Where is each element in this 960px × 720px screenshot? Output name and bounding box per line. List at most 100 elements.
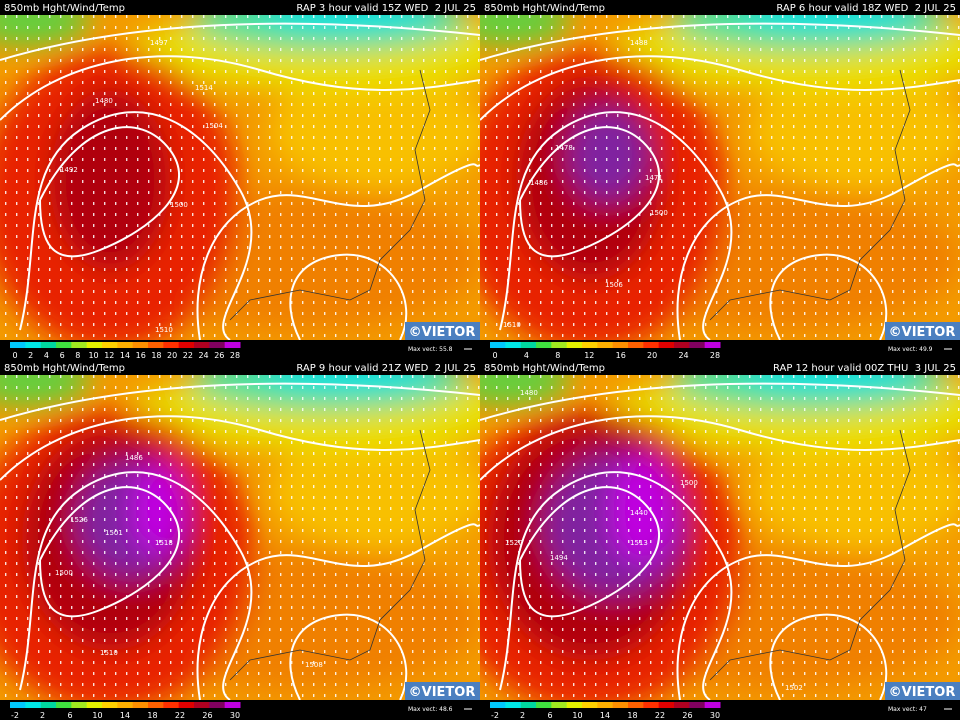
colorbar-swatch xyxy=(40,702,57,708)
contour-label: 1480 xyxy=(95,97,113,105)
colorbar-swatch xyxy=(674,342,690,348)
colorbar-tick: 22 xyxy=(175,711,185,720)
colorbar-tick: 18 xyxy=(151,351,161,360)
colorbar-swatch xyxy=(148,702,164,708)
watermark: ©VIETOR xyxy=(409,685,476,700)
colorbar-tick: 2 xyxy=(520,711,525,720)
height-contour xyxy=(480,415,960,481)
colorbar-swatch xyxy=(536,702,552,708)
map: 1486 1501 1518 1526 1500 1510 1508 850mb Hght/W… xyxy=(0,360,480,720)
colorbar-swatch xyxy=(71,342,88,348)
colorbar-swatch xyxy=(117,342,134,348)
height-contour xyxy=(196,163,480,340)
colorbar-swatch xyxy=(40,342,57,348)
max-vector: Max vect: 55.8 xyxy=(408,346,453,353)
colorbar-swatch xyxy=(25,702,42,708)
colorbar-swatch xyxy=(628,702,644,708)
contour-label: 1500 xyxy=(170,201,188,209)
colorbar-tick: 30 xyxy=(710,711,720,720)
colorbar-tick: 14 xyxy=(120,711,130,720)
colorbar-tick: 20 xyxy=(647,351,657,360)
colorbar-swatch xyxy=(224,702,241,708)
map: 1488 1478 1471 1486 1500 1506 1510 850mb Hght/W… xyxy=(480,0,960,360)
colorbar-tick: 22 xyxy=(655,711,665,720)
watermark: ©VIETOR xyxy=(889,685,956,700)
colorbar-swatch xyxy=(674,702,690,708)
contour-label: 1486 xyxy=(530,179,548,187)
colorbar-swatch xyxy=(597,342,614,348)
colorbar-tick: 8 xyxy=(75,351,80,360)
colorbar-swatch xyxy=(25,342,42,348)
header-bar xyxy=(480,0,960,15)
height-contour xyxy=(0,55,480,121)
max-vector: Max vect: 47 xyxy=(888,706,927,713)
map-panel: 1486 1501 1518 1526 1500 1510 1508 850mb Hght/W… xyxy=(0,360,480,720)
colorbar-swatch xyxy=(612,342,629,348)
colorbar-swatch xyxy=(689,702,706,708)
colorbar-tick: 26 xyxy=(682,711,692,720)
colorbar-swatch xyxy=(148,342,164,348)
height-contour xyxy=(39,486,180,618)
height-contour xyxy=(519,486,660,618)
height-contour xyxy=(289,613,408,700)
colorbar-tick: -2 xyxy=(11,711,19,720)
contour-label: 1510 xyxy=(155,326,173,334)
colorbar-swatch xyxy=(117,702,134,708)
colorbar-tick: 12 xyxy=(584,351,594,360)
colorbar-swatch xyxy=(628,342,644,348)
colorbar-tick: 10 xyxy=(88,351,98,360)
colorbar-tick: 6 xyxy=(60,351,65,360)
contour-label: 1492 xyxy=(60,166,78,174)
panel-title: 850mb Hght/Wind/Temp xyxy=(484,363,605,374)
colorbar-swatch xyxy=(132,342,149,348)
coastline xyxy=(229,69,431,321)
colorbar-tick: 26 xyxy=(214,351,224,360)
colorbar-swatch xyxy=(86,702,103,708)
colorbar-swatch xyxy=(490,342,506,348)
colorbar-tick: 24 xyxy=(678,351,688,360)
contour-label: 1518 xyxy=(155,539,173,547)
colorbar-tick: 2 xyxy=(28,351,33,360)
watermark: ©VIETOR xyxy=(409,325,476,340)
colorbar-tick: 14 xyxy=(600,711,610,720)
run-info: RAP 12 hour valid 00Z THU 3 JUL 25 xyxy=(773,363,956,374)
height-contour xyxy=(499,471,733,700)
colorbar-swatch xyxy=(566,702,583,708)
colorbar-swatch xyxy=(163,342,180,348)
colorbar-swatch xyxy=(10,342,26,348)
colorbar-tick: 16 xyxy=(136,351,146,360)
colorbar-swatch xyxy=(551,702,568,708)
coastline xyxy=(709,429,911,681)
contour-label: 1506 xyxy=(605,281,623,289)
colorbar-swatch xyxy=(643,702,660,708)
contour-label: 1504 xyxy=(205,122,223,130)
run-info: RAP 3 hour valid 15Z WED 2 JUL 25 xyxy=(296,3,476,14)
colorbar-tick: 8 xyxy=(555,351,560,360)
colorbar-tick: 0 xyxy=(12,351,17,360)
watermark-box xyxy=(885,682,960,700)
colorbar-swatch xyxy=(56,342,72,348)
colorbar-tick: 0 xyxy=(492,351,497,360)
map-field xyxy=(480,15,960,340)
height-contour xyxy=(676,523,960,700)
map-field xyxy=(0,15,480,340)
height-contour xyxy=(39,126,180,258)
contour-label: 1488 xyxy=(630,39,648,47)
header-bar xyxy=(0,360,480,375)
contour-label: 1486 xyxy=(125,454,143,462)
colorbar-swatch xyxy=(582,702,598,708)
run-info: RAP 6 hour valid 18Z WED 2 JUL 25 xyxy=(776,3,956,14)
colorbar-swatch xyxy=(178,702,195,708)
colorbar-tick: 4 xyxy=(44,351,49,360)
colorbar-tick: 18 xyxy=(147,711,157,720)
height-contour xyxy=(769,253,888,340)
height-contour xyxy=(0,415,480,481)
map-panel: 1488 1478 1471 1486 1500 1506 1510 850mb Hght/W… xyxy=(480,0,960,360)
watermark: ©VIETOR xyxy=(889,325,956,340)
colorbar-swatch xyxy=(102,702,118,708)
colorbar-swatch xyxy=(658,342,675,348)
panel-title: 850mb Hght/Wind/Temp xyxy=(484,3,605,14)
contour-label: 1500 xyxy=(55,569,73,577)
